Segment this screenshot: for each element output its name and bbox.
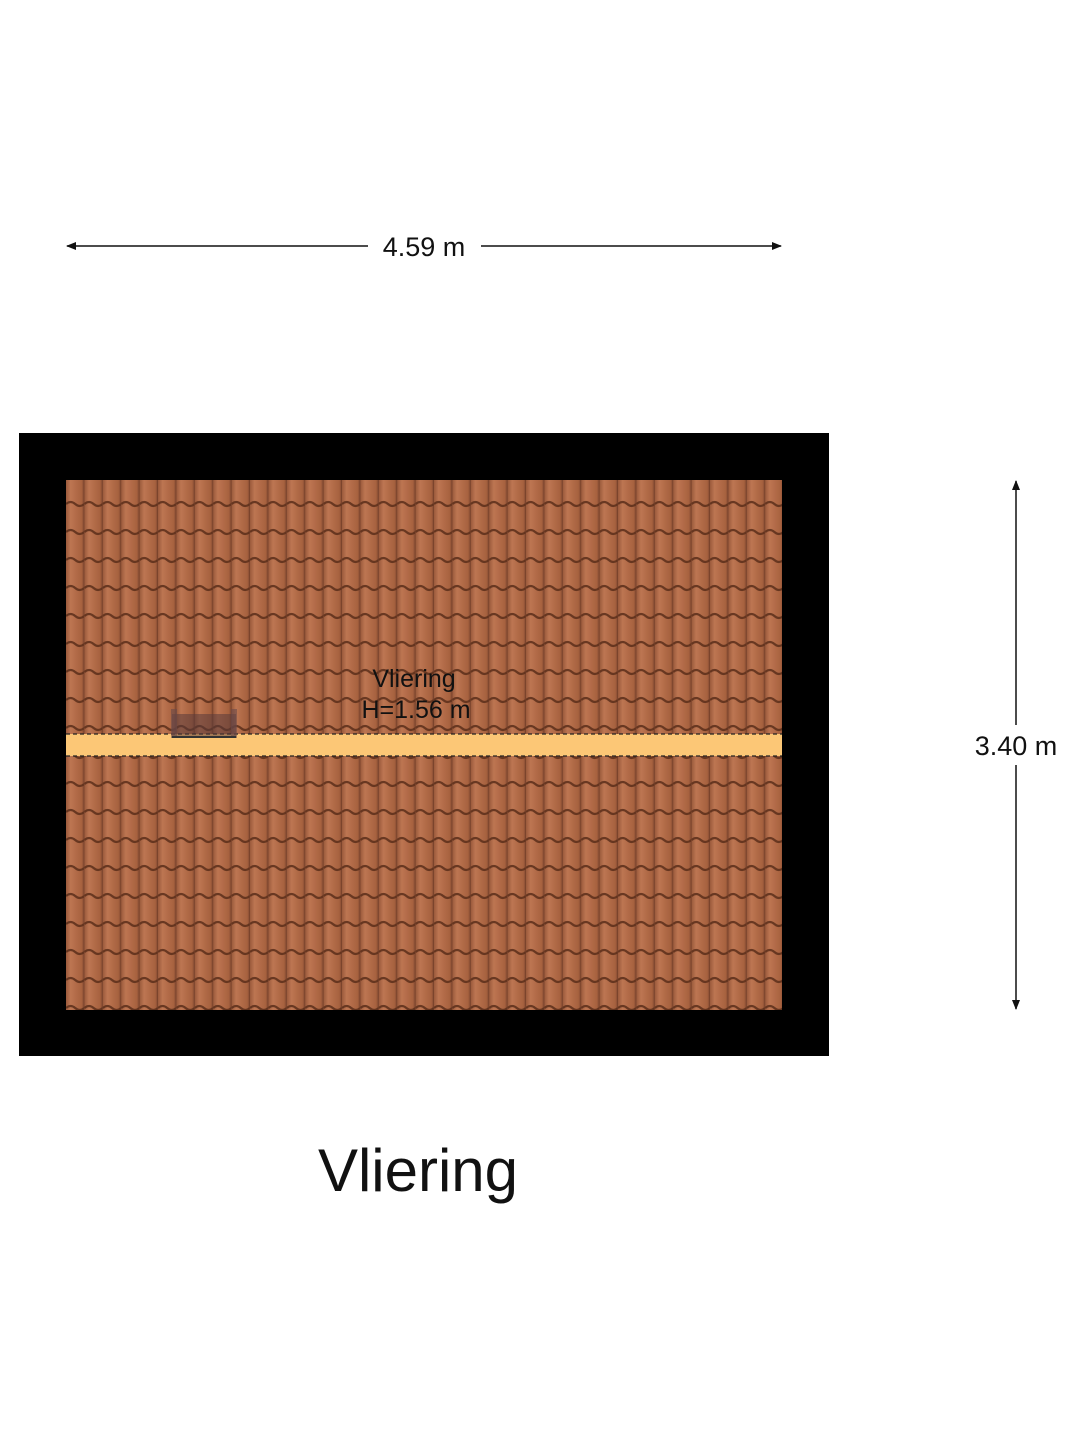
- ridge-band: [66, 734, 782, 756]
- height-label: 3.40 m: [975, 731, 1058, 761]
- roof-hatch-icon: [171, 709, 237, 738]
- room-height: H=1.56 m: [361, 696, 470, 724]
- room-name: Vliering: [372, 665, 455, 693]
- floor-title: Vliering: [318, 1137, 518, 1204]
- width-label: 4.59 m: [383, 232, 466, 262]
- width-dimension: 4.59 m: [66, 232, 782, 262]
- height-dimension: 3.40 m: [975, 480, 1058, 1010]
